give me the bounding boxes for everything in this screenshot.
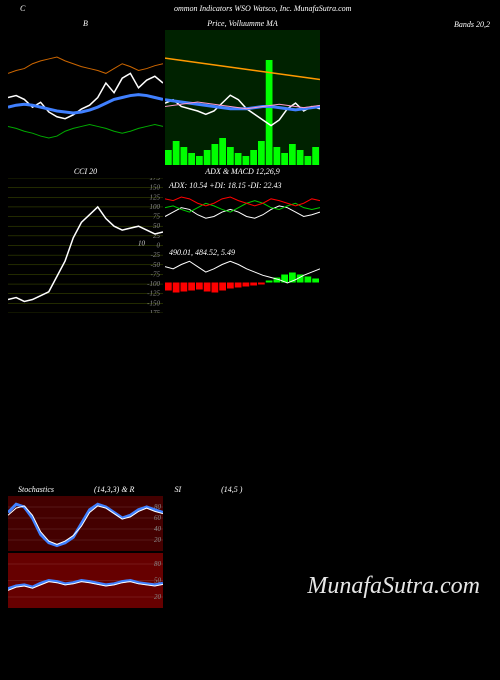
chart1-title: B — [8, 17, 163, 30]
svg-text:60: 60 — [154, 514, 162, 522]
stoch-params: (14,3,3) & R — [94, 485, 134, 494]
chart4-svg: ADX: 10.54 +DI: 18.15 -DI: 22.43 — [165, 178, 320, 243]
chart-cci: CCI 20 1751501251007550250-25-50-75-100-… — [8, 165, 163, 313]
header-center: ommon Indicators WSO Watsco, Inc. Munafa… — [174, 4, 351, 13]
watermark: MunafaSutra.com — [307, 573, 480, 600]
stoch-label: Stochastics — [18, 485, 54, 494]
svg-text:-125: -125 — [147, 290, 160, 298]
chart2-svg — [165, 30, 320, 165]
svg-text:-100: -100 — [147, 280, 160, 288]
chart1-svg — [8, 30, 163, 165]
chart4-title: ADX & MACD 12,26,9 — [165, 165, 320, 178]
chart3-title: CCI 20 — [8, 165, 163, 178]
si-params: (14,5 ) — [221, 485, 242, 494]
svg-text:ADX: 10.54 +DI: 18.15 -DI: 22.: ADX: 10.54 +DI: 18.15 -DI: 22.43 — [168, 181, 282, 190]
chart5-svg: 490.01, 484.52, 5.49 — [165, 245, 320, 310]
chart2-title: Price, Volluumme MA — [165, 17, 320, 30]
svg-text:-50: -50 — [151, 261, 161, 269]
svg-text:150: 150 — [150, 184, 161, 192]
stoch-title-row: Stochastics (14,3,3) & R SI (14,5 ) — [8, 483, 492, 496]
svg-text:125: 125 — [150, 193, 161, 201]
svg-text:20: 20 — [154, 536, 162, 544]
si-label: SI — [174, 485, 181, 494]
header-left: C — [20, 4, 25, 13]
svg-text:-25: -25 — [151, 251, 161, 259]
bands-label: Bands 20,2 — [454, 20, 490, 29]
page-header: C ommon Indicators WSO Watsco, Inc. Muna… — [0, 0, 500, 17]
chart-price-volume: Price, Volluumme MA — [165, 17, 320, 165]
svg-text:-150: -150 — [147, 299, 160, 307]
svg-text:0: 0 — [157, 242, 161, 250]
svg-text:-75: -75 — [151, 270, 161, 278]
chart-adx-macd: ADX & MACD 12,26,9 ADX: 10.54 +DI: 18.15… — [165, 165, 320, 313]
svg-text:10: 10 — [138, 240, 146, 248]
chart6-svg: 80604020 — [8, 496, 163, 551]
chart3-svg: 1751501251007550250-25-50-75-100-125-150… — [8, 178, 163, 313]
svg-text:490.01, 484.52, 5.49: 490.01, 484.52, 5.49 — [169, 248, 235, 257]
svg-text:-175: -175 — [147, 309, 160, 313]
svg-text:40: 40 — [154, 525, 162, 533]
svg-text:20: 20 — [154, 593, 162, 601]
chart7-svg: 805020 — [8, 553, 163, 608]
svg-text:175: 175 — [150, 178, 161, 182]
svg-text:75: 75 — [153, 213, 161, 221]
svg-text:80: 80 — [154, 560, 162, 568]
svg-text:50: 50 — [153, 222, 161, 230]
svg-text:100: 100 — [150, 203, 161, 211]
chart-bollinger: B — [8, 17, 163, 165]
